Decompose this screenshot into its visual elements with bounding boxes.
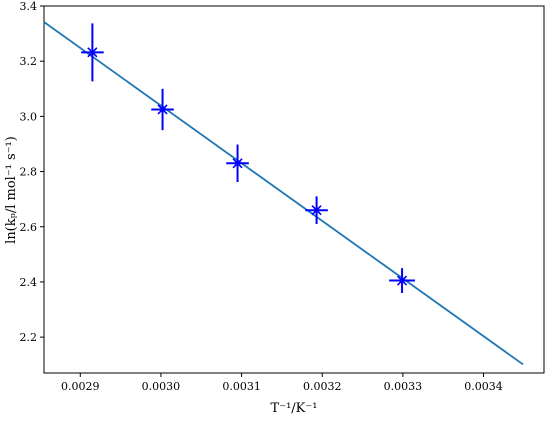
y-tick-label: 2.2 (20, 331, 38, 344)
point-marker (157, 104, 168, 115)
data-point (305, 196, 328, 224)
x-tick-label: 0.0030 (142, 380, 181, 393)
data-point (226, 144, 249, 183)
data-point (151, 88, 174, 131)
point-marker (396, 275, 408, 286)
y-tick-label: 2.6 (20, 221, 38, 234)
point-marker (87, 47, 98, 58)
x-tick-label: 0.0031 (222, 380, 261, 393)
point-marker (232, 158, 243, 169)
y-tick-label: 3.0 (20, 110, 38, 123)
y-tick-label: 2.8 (20, 166, 38, 179)
data-point (389, 268, 415, 293)
x-tick-label: 0.0029 (61, 380, 100, 393)
y-tick-label: 3.2 (20, 55, 38, 68)
y-tick-label: 2.4 (20, 276, 38, 289)
x-axis-label: T⁻¹/K⁻¹ (271, 401, 318, 416)
x-tick-label: 0.0032 (303, 380, 342, 393)
fit-line (43, 21, 524, 366)
data-point (81, 23, 104, 82)
plot-frame (43, 5, 545, 374)
x-tick-label: 0.0034 (464, 380, 503, 393)
y-tick-label: 3.4 (20, 0, 38, 13)
x-tick-label: 0.0033 (384, 380, 423, 393)
y-axis-label: ln(kₚ/l mol⁻¹ s⁻¹) (4, 136, 19, 244)
point-marker (311, 205, 322, 216)
